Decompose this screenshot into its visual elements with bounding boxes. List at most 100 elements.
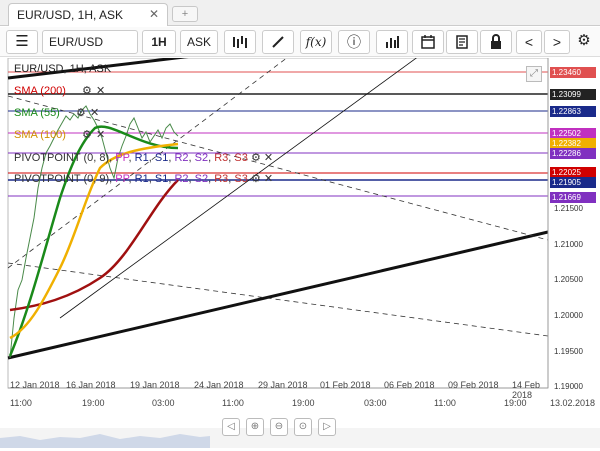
date-label: 06 Feb 2018 <box>384 380 435 390</box>
y-tick-4: 1.20000 <box>554 311 583 320</box>
date-axis: 12 Jan 2018 16 Jan 2018 19 Jan 2018 24 J… <box>0 380 548 400</box>
zoom-fit-icon[interactable]: ⊙ <box>294 418 312 436</box>
info-icon[interactable]: ⓘ <box>338 30 370 54</box>
time-label: 03:00 <box>364 398 387 408</box>
y-tick-1: 1.21500 <box>554 204 583 213</box>
date-label: 29 Jan 2018 <box>258 380 308 390</box>
time-label: 11:00 <box>222 398 244 408</box>
sma200-close-icon[interactable]: ✕ <box>96 85 106 97</box>
sma55-line <box>8 125 179 357</box>
pivot-2-close-icon[interactable]: ✕ <box>263 173 274 185</box>
pivot-2-r2: R2 <box>174 173 189 185</box>
sma55-settings-gear-icon[interactable]: ⚙ <box>76 107 86 119</box>
pivot-1-name: PIVOTPOINT (0, 8) <box>14 152 110 164</box>
price-box-7: 1.22025 <box>550 167 596 178</box>
trendline-thick <box>7 230 549 360</box>
settings-gear-icon[interactable]: ⚙ <box>577 32 591 49</box>
date-label: 09 Feb 2018 <box>448 380 499 390</box>
date-corner-label: 13.02.2018 <box>550 398 596 408</box>
chart-header: EUR/USD, 1H, ASK <box>14 63 112 75</box>
date-label: 12 Jan 2018 <box>10 380 60 390</box>
price-box-1: 1.23460 <box>550 67 596 78</box>
pivot-2-name: PIVOTPOINT (0, 9) <box>14 173 110 185</box>
navigator-area <box>0 434 210 448</box>
price-box-5: 1.22382 <box>550 138 596 149</box>
sma200-settings-gear-icon[interactable]: ⚙ <box>82 85 92 97</box>
side-selector[interactable]: ASK <box>180 30 218 54</box>
sma100-settings-gear-icon[interactable]: ⚙ <box>82 129 92 141</box>
sma200-label[interactable]: SMA (200) <box>14 85 66 97</box>
pivot-1-s2: S2 <box>194 152 209 164</box>
zoom-in-icon[interactable]: ⊕ <box>246 418 264 436</box>
pivot-1-close-icon[interactable]: ✕ <box>263 152 274 164</box>
symbol-selector[interactable]: EUR/USD <box>42 30 138 54</box>
price-box-6: 1.22286 <box>550 148 596 159</box>
chart-area[interactable]: EUR/USD, 1H, ASK SMA (200) SMA (55) SMA … <box>0 46 600 448</box>
candles-path <box>9 105 179 359</box>
price-chart <box>0 46 600 448</box>
pivot-2-r1: R1 <box>134 173 149 185</box>
pivot-1-settings-gear-icon[interactable]: ⚙ <box>250 152 261 164</box>
chart-toolbar: ☰ EUR/USD 1H ASK f(x) ⓘ < > ⚙ <box>0 27 600 57</box>
channel-line-3 <box>7 95 549 241</box>
volume-chart-icon[interactable] <box>376 30 408 54</box>
next-button[interactable]: > <box>544 30 570 54</box>
y-tick-6: 1.19000 <box>554 382 583 391</box>
channel-line-4 <box>7 262 549 337</box>
close-tab-icon[interactable]: ✕ <box>148 7 159 21</box>
pivot-1-s3: S3 <box>234 152 248 164</box>
price-box-3: 1.22863 <box>550 106 596 117</box>
new-tab-button[interactable]: + <box>172 6 198 22</box>
channel-line-1 <box>59 47 431 319</box>
pivot-1-r2: R2 <box>174 152 189 164</box>
plot-frame <box>7 57 549 389</box>
indicators-fx-button[interactable]: f(x) <box>300 30 332 54</box>
pivot-1-r1: R1 <box>134 152 149 164</box>
date-label: 14 Feb 2018 <box>512 380 541 400</box>
pivot-2-settings-gear-icon[interactable]: ⚙ <box>250 173 261 185</box>
date-label: 19 Jan 2018 <box>130 380 180 390</box>
y-tick-2: 1.21000 <box>554 240 583 249</box>
chart-tab-title: EUR/USD, 1H, ASK <box>17 8 124 22</box>
y-tick-5: 1.19500 <box>554 347 583 356</box>
time-label: 03:00 <box>152 398 175 408</box>
sma55-close-icon[interactable]: ✕ <box>90 107 100 119</box>
period-selector[interactable]: 1H <box>142 30 176 54</box>
sma55-label[interactable]: SMA (55) <box>14 107 60 119</box>
drawing-tool-icon[interactable] <box>262 30 294 54</box>
scroll-right-button[interactable]: ▷ <box>318 418 336 436</box>
price-box-4: 1.22502 <box>550 128 596 139</box>
sma100-close-icon[interactable]: ✕ <box>96 129 106 141</box>
calendar-icon[interactable] <box>412 30 444 54</box>
y-tick-3: 1.20500 <box>554 275 583 284</box>
lock-icon[interactable] <box>480 30 512 54</box>
time-label: 11:00 <box>10 398 32 408</box>
channel-line-2 <box>7 47 301 269</box>
time-label: 19:00 <box>504 398 527 408</box>
template-icon[interactable] <box>446 30 478 54</box>
pivot-2-label[interactable]: PIVOTPOINT (0, 9), PP, R1, S1, R2, S2, R… <box>14 173 274 185</box>
tab-bar: EUR/USD, 1H, ASK ✕ + <box>0 0 600 26</box>
expand-icon[interactable]: ⤢ <box>526 66 542 82</box>
time-axis: 11:00 19:00 03:00 11:00 19:00 03:00 11:0… <box>0 398 600 410</box>
pivot-1-label[interactable]: PIVOTPOINT (0, 8), PP, R1, S1, R2, S2, R… <box>14 152 274 164</box>
time-label: 11:00 <box>434 398 456 408</box>
prev-button[interactable]: < <box>516 30 542 54</box>
sma100-label[interactable]: SMA (100) <box>14 129 66 141</box>
menu-icon[interactable]: ☰ <box>6 30 38 54</box>
scroll-left-button[interactable]: ◁ <box>222 418 240 436</box>
price-box-8: 1.21905 <box>550 177 596 188</box>
pivot-1-pp: PP <box>115 152 129 164</box>
zoom-out-icon[interactable]: ⊖ <box>270 418 288 436</box>
sma100-line <box>9 142 179 340</box>
pivot-2-s2: S2 <box>194 173 209 185</box>
chart-type-icon[interactable] <box>224 30 256 54</box>
date-label: 16 Jan 2018 <box>66 380 116 390</box>
time-label: 19:00 <box>82 398 105 408</box>
pivot-1-s1: S1 <box>154 152 169 164</box>
date-label: 01 Feb 2018 <box>320 380 371 390</box>
pivot-2-r3: R3 <box>214 173 229 185</box>
chart-tab[interactable]: EUR/USD, 1H, ASK ✕ <box>8 3 168 26</box>
time-label: 19:00 <box>292 398 315 408</box>
price-box-2: 1.23099 <box>550 89 596 100</box>
